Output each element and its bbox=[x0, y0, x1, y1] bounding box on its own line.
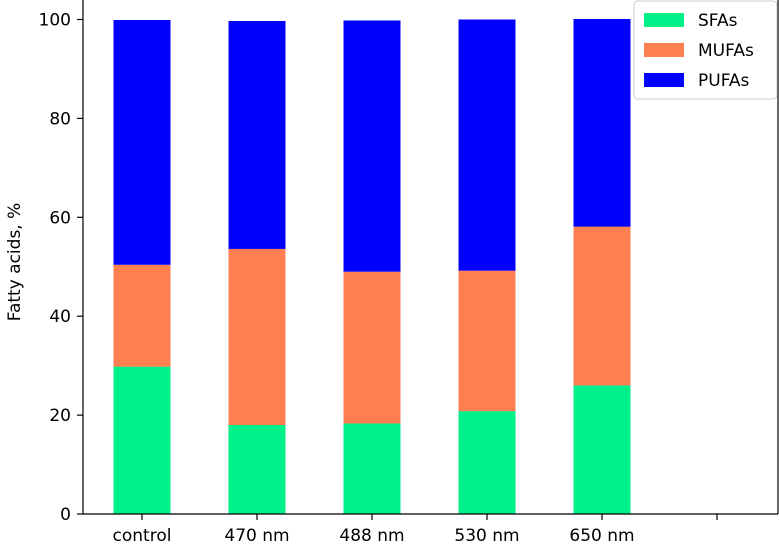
bar-mufas-650-nm bbox=[573, 226, 631, 386]
bar-mufas-470-nm bbox=[228, 248, 286, 425]
y-tick-label-100: 100 bbox=[39, 11, 71, 31]
x-tick-label-470-nm: 470 nm bbox=[224, 526, 289, 546]
legend-swatch-mufas bbox=[644, 43, 684, 57]
legend-swatch-sfas bbox=[644, 13, 684, 27]
legend-label-mufas: MUFAs bbox=[698, 41, 754, 61]
y-tick-label-0: 0 bbox=[60, 505, 71, 525]
x-tick-label-488-nm: 488 nm bbox=[339, 526, 404, 546]
bars bbox=[113, 19, 631, 514]
x-tick-label-control: control bbox=[113, 526, 172, 546]
bar-pufas-650-nm bbox=[573, 19, 631, 227]
legend-label-pufas: PUFAs bbox=[698, 71, 750, 91]
bar-sfas-530-nm bbox=[458, 411, 516, 514]
y-tick-label-80: 80 bbox=[49, 109, 71, 129]
x-tick-label-650-nm: 650 nm bbox=[569, 526, 634, 546]
bar-sfas-470-nm bbox=[228, 424, 286, 514]
bar-mufas-control bbox=[113, 264, 171, 367]
y-axis-title: Fatty acids, % bbox=[5, 203, 25, 322]
axes: 0 20 40 60 80 100 control 470 nm 488 nm 530 nm 650… bbox=[39, 0, 779, 546]
bar-pufas-530-nm bbox=[458, 19, 516, 271]
bar-pufas-470-nm bbox=[228, 20, 286, 249]
bar-mufas-488-nm bbox=[343, 271, 401, 424]
legend: SFAs MUFAs PUFAs bbox=[633, 0, 778, 100]
y-tick-label-60: 60 bbox=[49, 208, 71, 228]
bar-mufas-530-nm bbox=[458, 270, 516, 412]
bar-pufas-control bbox=[113, 19, 171, 265]
x-tick-label-530-nm: 530 nm bbox=[454, 526, 519, 546]
legend-label-sfas: SFAs bbox=[698, 11, 738, 31]
y-tick-label-20: 20 bbox=[49, 406, 71, 426]
bar-sfas-650-nm bbox=[573, 385, 631, 514]
y-tick-label-40: 40 bbox=[49, 307, 71, 327]
legend-swatch-pufas bbox=[644, 73, 684, 87]
bar-sfas-488-nm bbox=[343, 423, 401, 514]
bar-pufas-488-nm bbox=[343, 20, 401, 272]
bar-sfas-control bbox=[113, 366, 171, 514]
